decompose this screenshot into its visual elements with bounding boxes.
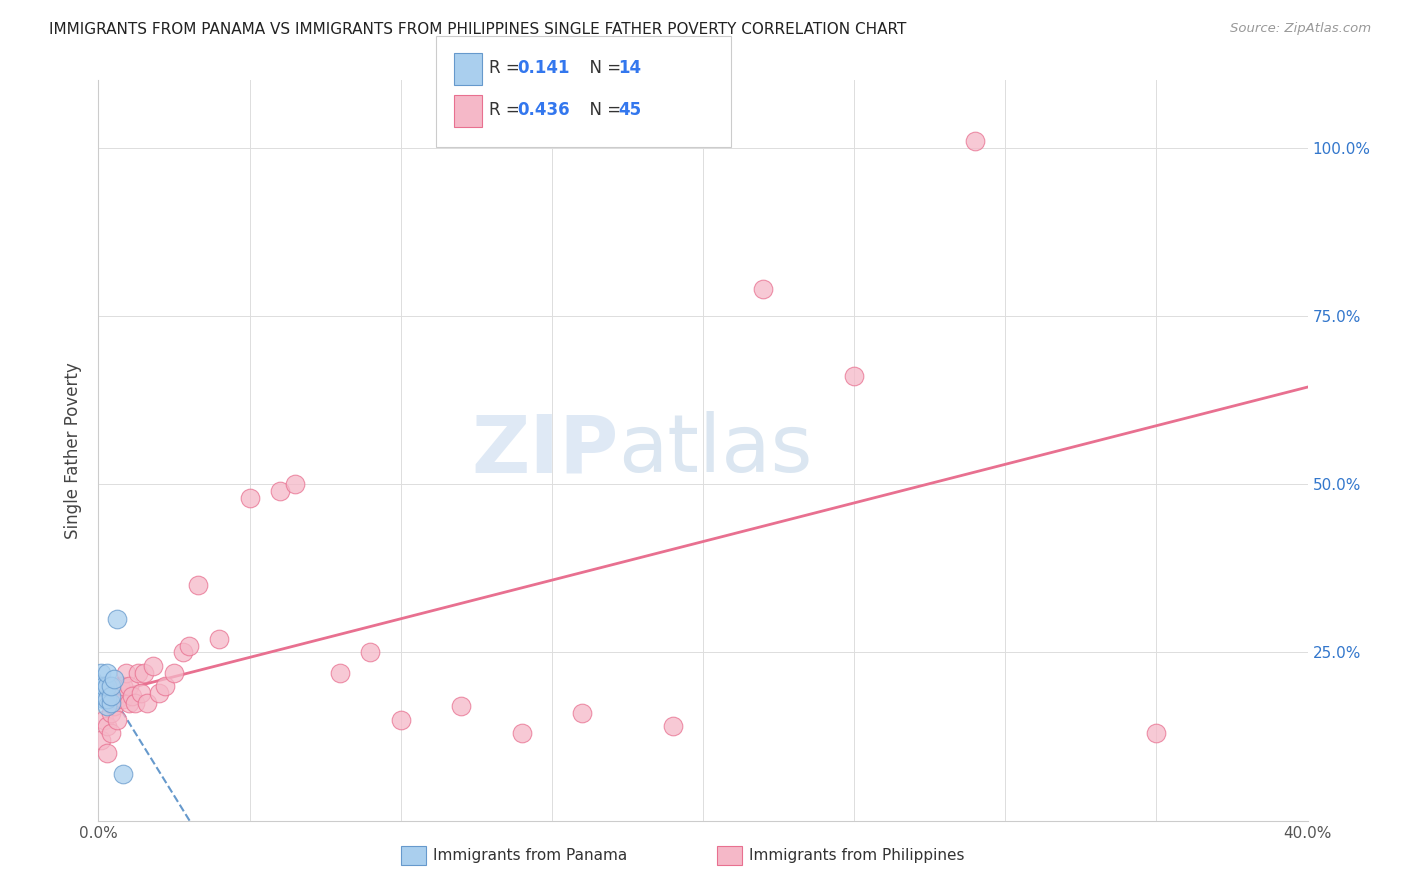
Point [93,692,115,706]
Point [118,696,141,710]
Point [96,679,118,693]
Point [752,282,775,296]
Point [90,732,112,747]
Text: ZIP: ZIP [471,411,619,490]
Point [360,645,382,659]
Point [510,726,533,740]
Point [111,692,134,706]
Point [105,612,128,626]
Text: IMMIGRANTS FROM PANAMA VS IMMIGRANTS FROM PHILIPPINES SINGLE FATHER POVERTY CORR: IMMIGRANTS FROM PANAMA VS IMMIGRANTS FRO… [49,22,907,37]
Point [96,699,118,714]
Point [90,679,112,693]
Text: Source: ZipAtlas.com: Source: ZipAtlas.com [1230,22,1371,36]
Point [135,696,157,710]
Point [103,673,125,687]
Text: R =: R = [489,101,526,119]
Point [965,134,987,148]
Point [129,686,152,700]
Point [124,696,146,710]
Point [148,686,170,700]
Point [208,632,231,646]
Point [93,713,115,727]
Point [1144,726,1167,740]
Point [172,645,194,659]
Point [111,679,134,693]
Text: Immigrants from Panama: Immigrants from Panama [433,848,627,863]
Point [179,639,201,653]
Point [96,719,118,733]
Point [108,686,131,700]
Text: 0.141: 0.141 [517,59,569,77]
Point [121,689,143,703]
Point [93,679,115,693]
Point [100,726,122,740]
Point [105,713,128,727]
Text: 45: 45 [619,101,641,119]
Text: R =: R = [489,59,526,77]
Point [108,679,131,693]
Point [105,692,128,706]
Point [118,679,141,693]
Point [269,483,291,498]
Point [111,766,134,780]
Point [187,578,209,592]
Text: 0.436: 0.436 [517,101,569,119]
Point [100,706,122,720]
Point [96,692,118,706]
Y-axis label: Single Father Poverty: Single Father Poverty [65,362,83,539]
Text: 14: 14 [619,59,641,77]
Point [114,665,136,680]
Point [844,369,866,384]
Text: N =: N = [579,59,627,77]
Point [329,665,352,680]
Point [100,696,122,710]
Text: Immigrants from Philippines: Immigrants from Philippines [749,848,965,863]
Point [153,679,176,693]
Point [127,665,149,680]
Point [163,665,186,680]
Point [100,679,122,693]
Point [142,658,165,673]
Text: N =: N = [579,101,627,119]
Point [103,686,125,700]
Point [100,689,122,703]
Point [661,719,683,733]
Text: atlas: atlas [619,411,813,490]
Point [90,665,112,680]
Point [96,665,118,680]
Point [103,699,125,714]
Point [239,491,262,505]
Point [389,713,412,727]
Point [132,665,155,680]
Point [571,706,593,720]
Point [284,477,307,491]
Point [450,699,472,714]
Point [96,747,118,761]
